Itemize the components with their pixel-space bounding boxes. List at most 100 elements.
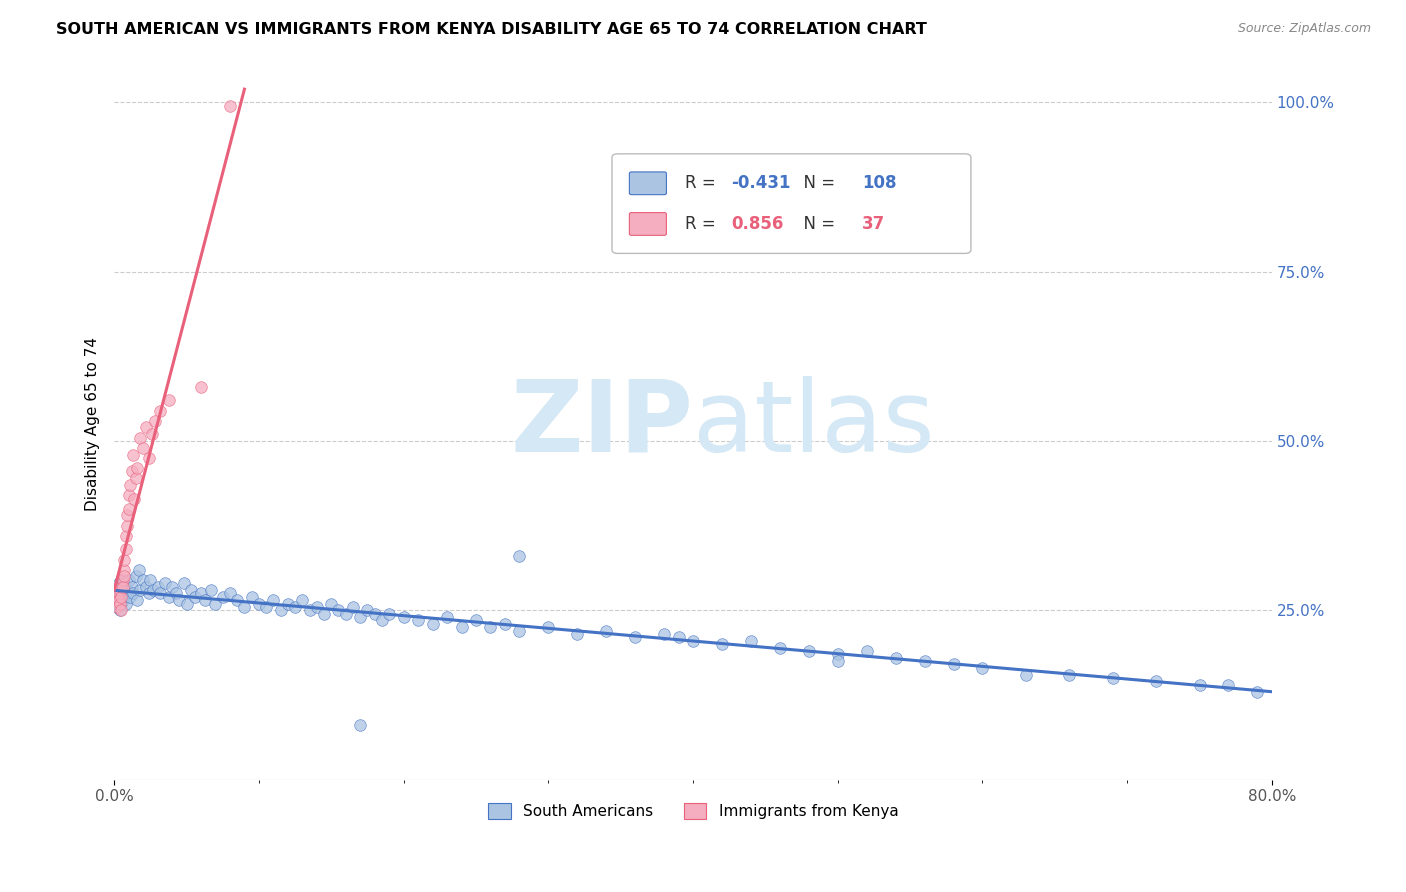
- Point: [111, 580, 134, 594]
- Point: [711, 637, 734, 651]
- Point: [855, 644, 877, 658]
- Point: [105, 590, 128, 604]
- Point: [169, 593, 191, 607]
- Point: [149, 586, 172, 600]
- Point: [120, 478, 142, 492]
- Point: [262, 593, 284, 607]
- Point: [127, 461, 149, 475]
- Point: [105, 599, 128, 614]
- Point: [110, 586, 132, 600]
- Point: [321, 597, 343, 611]
- Point: [422, 616, 444, 631]
- Point: [219, 586, 242, 600]
- Point: [115, 518, 138, 533]
- Point: [190, 586, 212, 600]
- Point: [972, 661, 994, 675]
- Point: [149, 403, 172, 417]
- Point: [312, 607, 335, 621]
- Point: [132, 441, 155, 455]
- Point: [682, 633, 704, 648]
- Point: [121, 580, 143, 594]
- Point: [200, 582, 222, 597]
- Point: [342, 599, 364, 614]
- Point: [115, 508, 138, 523]
- Point: [436, 610, 458, 624]
- Point: [797, 644, 820, 658]
- Point: [112, 563, 135, 577]
- Point: [118, 573, 141, 587]
- Point: [114, 542, 136, 557]
- Point: [884, 650, 907, 665]
- Point: [110, 580, 132, 594]
- Point: [349, 610, 371, 624]
- Point: [1015, 667, 1038, 681]
- Point: [139, 573, 162, 587]
- Point: [108, 590, 131, 604]
- Point: [508, 549, 530, 563]
- Point: [114, 597, 136, 611]
- Point: [190, 380, 212, 394]
- Point: [107, 576, 129, 591]
- Legend: South Americans, Immigrants from Kenya: South Americans, Immigrants from Kenya: [482, 797, 904, 825]
- Point: [378, 607, 401, 621]
- Point: [110, 573, 132, 587]
- Point: [153, 576, 176, 591]
- Point: [1246, 684, 1268, 698]
- Point: [1188, 678, 1211, 692]
- Point: [105, 599, 128, 614]
- Text: N =: N =: [793, 215, 839, 233]
- Text: 0.856: 0.856: [731, 215, 783, 233]
- Point: [240, 590, 263, 604]
- Point: [508, 624, 530, 638]
- Point: [371, 614, 394, 628]
- Point: [114, 529, 136, 543]
- Point: [942, 657, 965, 672]
- Point: [124, 491, 146, 506]
- Point: [143, 414, 166, 428]
- Point: [135, 580, 157, 594]
- Point: [494, 616, 516, 631]
- Point: [121, 465, 143, 479]
- Point: [115, 582, 138, 597]
- Y-axis label: Disability Age 65 to 74: Disability Age 65 to 74: [86, 337, 100, 511]
- Point: [914, 654, 936, 668]
- Point: [254, 599, 277, 614]
- Text: R =: R =: [685, 174, 721, 193]
- Point: [406, 614, 429, 628]
- Point: [298, 603, 321, 617]
- Point: [112, 569, 135, 583]
- Point: [108, 580, 131, 594]
- Point: [135, 420, 157, 434]
- Point: [111, 573, 134, 587]
- Point: [111, 582, 134, 597]
- FancyBboxPatch shape: [630, 212, 666, 235]
- Point: [194, 593, 217, 607]
- Point: [107, 586, 129, 600]
- Point: [176, 597, 198, 611]
- Point: [105, 586, 128, 600]
- Point: [624, 631, 647, 645]
- Point: [211, 590, 233, 604]
- Point: [118, 501, 141, 516]
- Point: [112, 580, 135, 594]
- Point: [142, 582, 165, 597]
- Point: [827, 648, 849, 662]
- Point: [652, 627, 675, 641]
- Point: [567, 627, 589, 641]
- Text: 108: 108: [862, 174, 897, 193]
- Point: [110, 603, 132, 617]
- Text: ZIP: ZIP: [510, 376, 693, 473]
- Point: [184, 590, 207, 604]
- Point: [108, 582, 131, 597]
- Point: [110, 590, 132, 604]
- Point: [595, 624, 617, 638]
- Point: [740, 633, 762, 648]
- Point: [127, 593, 149, 607]
- Point: [125, 569, 148, 583]
- Point: [108, 597, 131, 611]
- Point: [114, 586, 136, 600]
- Point: [769, 640, 792, 655]
- Point: [356, 603, 378, 617]
- Text: -0.431: -0.431: [731, 174, 790, 193]
- Point: [138, 450, 160, 465]
